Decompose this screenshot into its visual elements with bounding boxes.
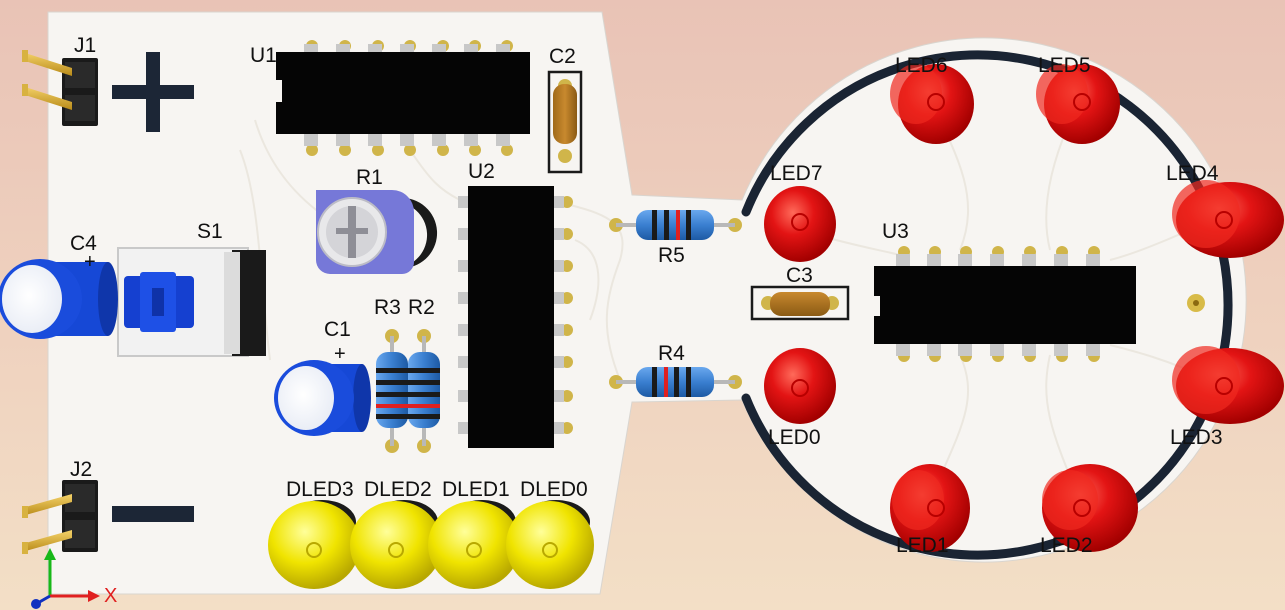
r1-label: R1 [356, 166, 383, 189]
j1-label: J1 [74, 34, 96, 57]
c3-capacitor [750, 285, 850, 321]
led5-label: LED5 [1038, 54, 1091, 77]
led3-label: LED3 [1170, 426, 1223, 449]
r3-resistor [376, 329, 408, 453]
s1-label: S1 [197, 220, 223, 243]
dled3-label: DLED3 [286, 478, 354, 501]
c1-label: C1 [324, 318, 351, 341]
led1-label: LED1 [896, 534, 949, 557]
x-axis-label: X [104, 585, 117, 607]
r4-resistor [609, 367, 742, 397]
u1-label: U1 [250, 44, 277, 67]
led6 [890, 64, 974, 144]
c2-label: C2 [549, 45, 576, 68]
dled1 [428, 500, 520, 589]
plus-sign [112, 52, 194, 132]
r3-label: R3 [374, 296, 401, 319]
j2-label: J2 [70, 458, 92, 481]
c2-capacitor [547, 70, 583, 174]
led0 [764, 348, 836, 424]
r5-label: R5 [658, 244, 685, 267]
led2 [1042, 464, 1138, 552]
u2-label: U2 [468, 160, 495, 183]
u3-label: U3 [882, 220, 909, 243]
c4-label: C4 [70, 232, 97, 255]
minus-sign [112, 506, 194, 522]
u3-chip [868, 246, 1136, 362]
c3-label: C3 [786, 264, 813, 287]
s1-switch [117, 247, 266, 357]
j2-header [22, 480, 98, 554]
led6-label: LED6 [895, 54, 948, 77]
led7 [764, 186, 836, 262]
led3 [1172, 346, 1284, 424]
axis-gizmo [31, 548, 100, 609]
r2-resistor [408, 329, 440, 453]
dled0-label: DLED0 [520, 478, 588, 501]
r2-label: R2 [408, 296, 435, 319]
led7-label: LED7 [770, 162, 823, 185]
led1 [890, 464, 970, 552]
dled2 [350, 500, 442, 589]
r1-potentiometer [316, 190, 438, 274]
led2-label: LED2 [1040, 534, 1093, 557]
dled1-label: DLED1 [442, 478, 510, 501]
r5-resistor [609, 210, 742, 240]
u2-chip [458, 186, 573, 448]
pcb-board [47, 11, 1247, 595]
r4-label: R4 [658, 342, 685, 365]
led5 [1036, 64, 1120, 144]
led0-label: LED0 [768, 426, 821, 449]
c4-polarity: + [84, 251, 96, 273]
dled3 [268, 500, 360, 589]
dled0 [506, 500, 594, 589]
led4 [1172, 180, 1284, 258]
u1-chip [272, 40, 530, 156]
dled2-label: DLED2 [364, 478, 432, 501]
led-ring [741, 50, 1233, 560]
c1-capacitor [274, 360, 371, 436]
c4-capacitor [0, 259, 118, 339]
led4-label: LED4 [1166, 162, 1219, 185]
j1-header [22, 50, 98, 126]
c1-polarity: + [334, 343, 346, 365]
